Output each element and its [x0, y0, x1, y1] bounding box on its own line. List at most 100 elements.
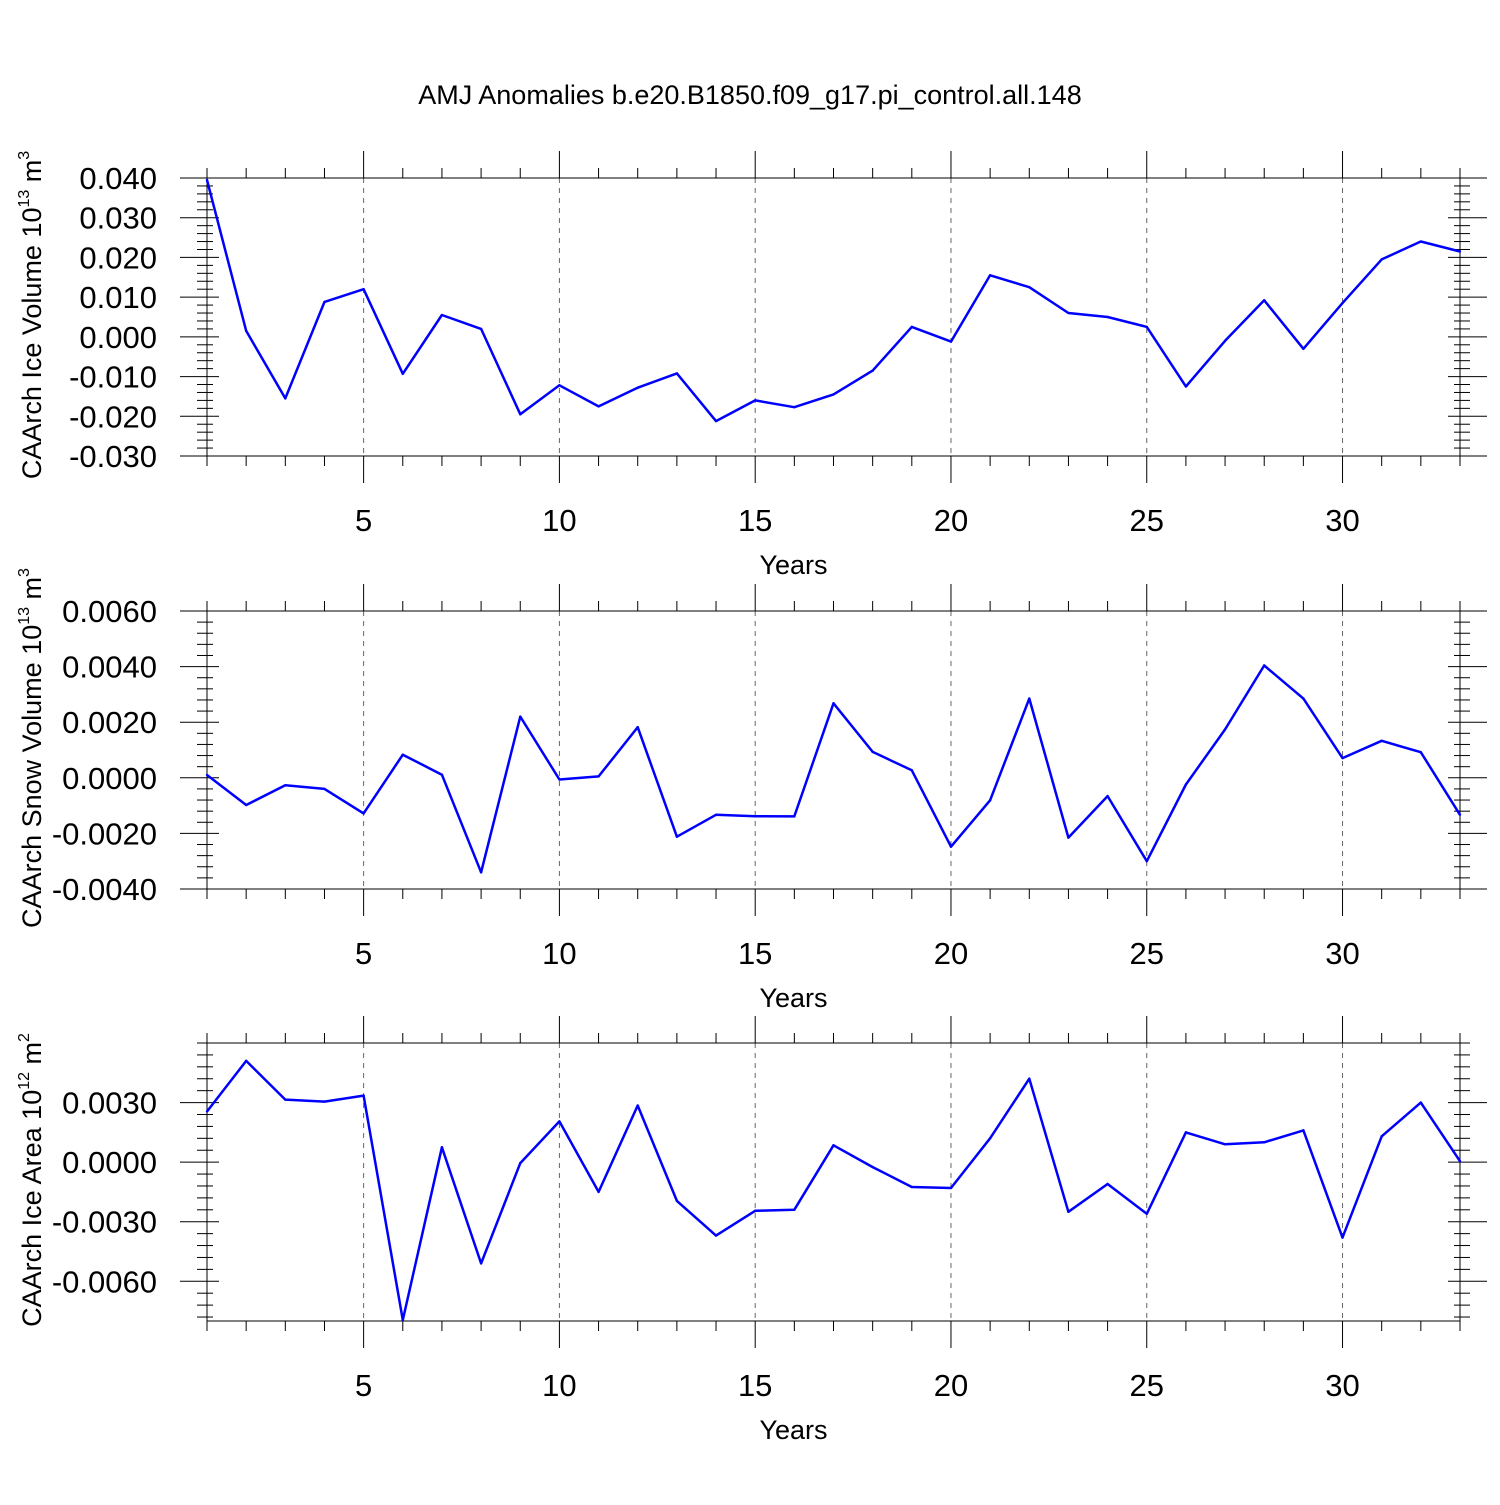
y-tick-label: 0.0030 — [62, 1086, 157, 1121]
y-axis-label-unit-exponent: 3 — [16, 568, 33, 577]
y-tick-label: -0.0020 — [52, 816, 157, 851]
x-tick-label: 25 — [1130, 1368, 1164, 1403]
plot-frame — [206, 610, 1461, 890]
series-line — [206, 664, 1462, 874]
panel-2: 5 10 15 20 25 30 0.0060 0.0040 0.0020 0.0000 -0.00… — [16, 568, 1487, 1013]
data-point — [362, 1094, 365, 1097]
data-point — [558, 384, 561, 387]
x-tick-label: 10 — [542, 503, 576, 538]
data-point — [244, 1059, 248, 1063]
data-point — [1380, 258, 1383, 261]
data-point — [1458, 1159, 1462, 1163]
y-axis-label-text: CAArch Snow Volume 10 — [17, 625, 47, 928]
data-point — [323, 300, 326, 304]
y-tick-label: 0.010 — [79, 280, 157, 315]
data-point — [949, 1186, 953, 1190]
data-point — [440, 313, 444, 317]
y-axis-label-text: CAArch Ice Area 10 — [17, 1090, 47, 1327]
data-point — [362, 288, 365, 291]
data-point — [871, 369, 874, 372]
data-point — [479, 1262, 483, 1265]
data-point — [597, 1190, 600, 1194]
y-axis-label-exponent: 12 — [16, 1072, 33, 1090]
y-tick-label: 0.040 — [79, 161, 157, 196]
data-point — [675, 372, 679, 375]
y-axis-label-exponent: 13 — [16, 607, 33, 625]
data-point — [832, 702, 835, 705]
y-tick-label: -0.0030 — [52, 1205, 157, 1240]
data-point — [1380, 739, 1383, 743]
data-point — [479, 327, 483, 331]
data-point — [205, 1110, 209, 1113]
data-point — [558, 1120, 561, 1123]
x-tick-label: 15 — [738, 503, 772, 538]
data-point — [558, 778, 561, 781]
x-tick-label: 30 — [1325, 503, 1359, 538]
data-point — [753, 814, 757, 818]
data-point — [636, 726, 639, 729]
x-tick-label: 5 — [355, 503, 372, 538]
data-point — [1223, 1143, 1227, 1146]
series-line — [205, 179, 1461, 423]
data-point — [284, 397, 287, 400]
data-point — [1184, 1131, 1188, 1134]
x-tick-label: 10 — [542, 1368, 576, 1403]
data-point — [871, 750, 874, 754]
x-axis-label: Years — [759, 550, 827, 580]
data-point — [871, 1165, 874, 1169]
data-point — [401, 1318, 404, 1322]
y-tick-label: 0.0000 — [62, 761, 157, 796]
data-point — [519, 413, 522, 416]
data-point — [675, 1199, 679, 1203]
series-line — [206, 1059, 1462, 1322]
figure-title: AMJ Anomalies b.e20.B1850.f09_g17.pi_con… — [418, 80, 1081, 110]
data-point — [1419, 1101, 1423, 1104]
data-point — [1263, 664, 1266, 667]
data-point — [597, 405, 600, 408]
data-point — [1028, 697, 1031, 700]
data-point — [1145, 325, 1148, 329]
x-tick-label: 15 — [738, 936, 772, 971]
data-point — [832, 393, 835, 396]
x-axis-label: Years — [759, 1415, 827, 1445]
data-point — [714, 419, 718, 423]
x-tick-label: 20 — [934, 503, 968, 538]
data-point — [244, 329, 248, 333]
data-point — [440, 1146, 444, 1149]
x-tick-label: 25 — [1130, 936, 1164, 971]
data-point — [1145, 860, 1148, 863]
data-point — [1419, 240, 1423, 243]
data-point — [440, 773, 444, 776]
data-point — [636, 1104, 639, 1107]
data-point — [1028, 1077, 1031, 1080]
data-point — [675, 835, 679, 838]
x-tick-label: 30 — [1325, 936, 1359, 971]
data-point — [753, 1209, 757, 1212]
data-point — [1106, 315, 1109, 319]
x-tick-label: 20 — [934, 936, 968, 971]
y-axis-label-unit: m — [17, 577, 47, 607]
y-tick-label: 0.0040 — [62, 650, 157, 685]
data-point — [1184, 385, 1188, 388]
x-tick-label: 25 — [1130, 503, 1164, 538]
data-point — [714, 813, 718, 816]
data-point — [401, 372, 404, 375]
data-point — [284, 784, 287, 787]
data-point — [1302, 347, 1305, 350]
data-point — [479, 871, 483, 874]
data-point — [793, 405, 796, 409]
data-point — [1458, 250, 1462, 253]
y-tick-label: -0.010 — [69, 360, 157, 395]
data-point — [244, 803, 248, 807]
x-tick-label: 30 — [1325, 1368, 1359, 1403]
data-point — [1106, 794, 1109, 798]
data-point — [949, 845, 953, 848]
y-axis-label-text: CAArch Ice Volume 10 — [17, 208, 47, 480]
x-axis-label: Years — [759, 983, 827, 1013]
data-point — [1028, 286, 1031, 289]
data-point — [323, 787, 326, 791]
data-point — [636, 386, 639, 389]
data-point — [1341, 756, 1344, 760]
y-axis-label: CAArch Ice Volume 1013 m3 — [16, 151, 47, 479]
data-point — [401, 753, 404, 756]
